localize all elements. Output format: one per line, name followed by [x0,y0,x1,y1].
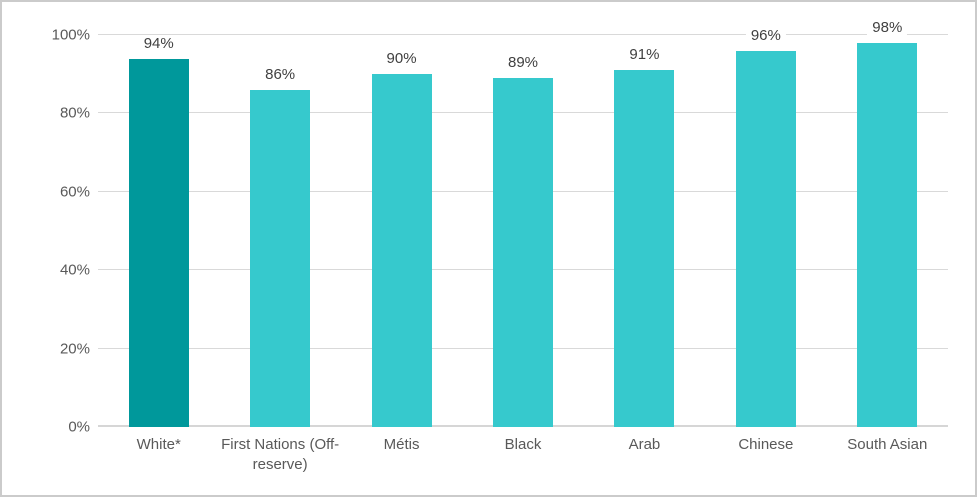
x-tick-label: Black [504,436,542,453]
bar [371,74,432,427]
data-label: 91% [624,46,665,65]
x-tick-label: South Asian [847,436,928,453]
data-label: 86% [260,65,301,84]
y-tick-label: 100% [51,26,90,44]
bar [857,42,918,427]
x-tick-label: Chinese [738,436,794,453]
x-tick-label: White* [136,436,181,453]
data-label: 89% [502,54,544,73]
data-label: 90% [381,50,422,69]
y-tick-label: 20% [59,340,90,358]
bar [614,70,675,427]
y-tick-label: 80% [59,104,90,122]
bar [128,58,189,427]
data-label: 96% [745,26,786,45]
bar [493,78,553,427]
x-axis: White* First Nations (Off-reserve) Métis Bl… [98,435,948,485]
gridline [98,34,948,35]
y-tick-label: 60% [59,183,90,201]
bar [735,50,796,427]
x-tick-label: First Nations (Off-reserve) [221,436,340,474]
y-tick-label: 0% [68,418,90,436]
x-tick-label: Métis [383,436,420,453]
data-label: 94% [138,34,179,53]
y-tick-label: 40% [59,261,90,279]
plot-area: 94% 86% 90% 89% 91% 96% 98% [98,18,948,427]
bar [250,89,311,427]
x-tick-label: Arab [628,436,661,453]
data-label: 98% [867,18,908,37]
y-axis: 0% 20% 40% 60% 80% 100% [2,27,90,436]
